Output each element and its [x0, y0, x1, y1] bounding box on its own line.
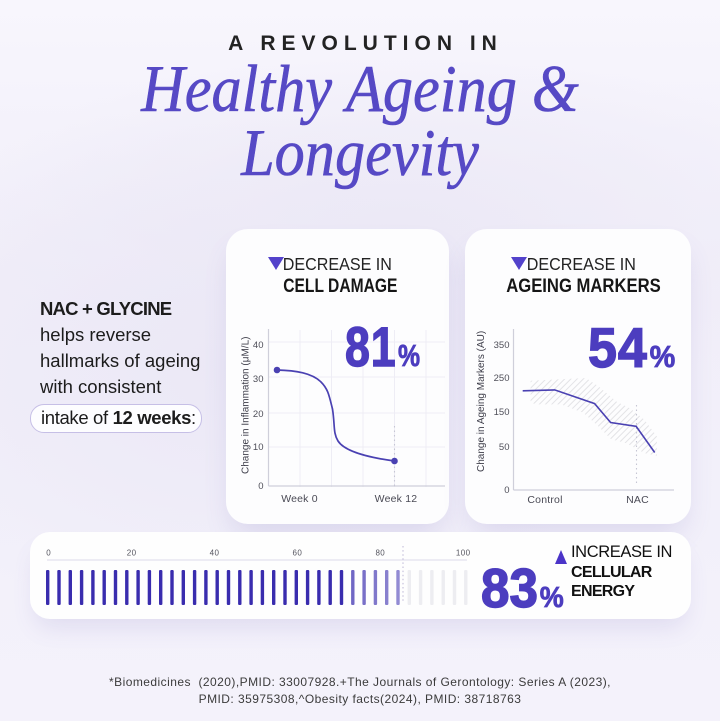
svg-text:10: 10	[253, 442, 264, 453]
svg-text:Change in Ageing Markers (AU): Change in Ageing Markers (AU)	[476, 331, 487, 472]
svg-text:40: 40	[210, 549, 220, 558]
svg-text:80: 80	[375, 549, 385, 558]
svg-text:0: 0	[46, 549, 51, 558]
svg-text:Control: Control	[527, 494, 562, 506]
svg-text:Week 0: Week 0	[281, 493, 318, 505]
svg-text:NAC: NAC	[626, 494, 649, 506]
svg-text:150: 150	[494, 407, 510, 418]
svg-text:20: 20	[127, 549, 137, 558]
svg-text:Change in Inflammation (μM/L): Change in Inflammation (μM/L)	[240, 337, 251, 475]
svg-text:60: 60	[293, 549, 303, 558]
svg-text:250: 250	[494, 373, 510, 384]
svg-text:0: 0	[504, 485, 509, 496]
svg-text:0: 0	[258, 481, 263, 492]
svg-text:20: 20	[253, 409, 264, 420]
svg-text:Week 12: Week 12	[375, 493, 418, 505]
svg-text:50: 50	[499, 442, 510, 453]
svg-text:100: 100	[456, 549, 471, 558]
svg-text:30: 30	[253, 374, 264, 385]
svg-text:350: 350	[494, 340, 510, 351]
svg-text:40: 40	[253, 340, 264, 351]
